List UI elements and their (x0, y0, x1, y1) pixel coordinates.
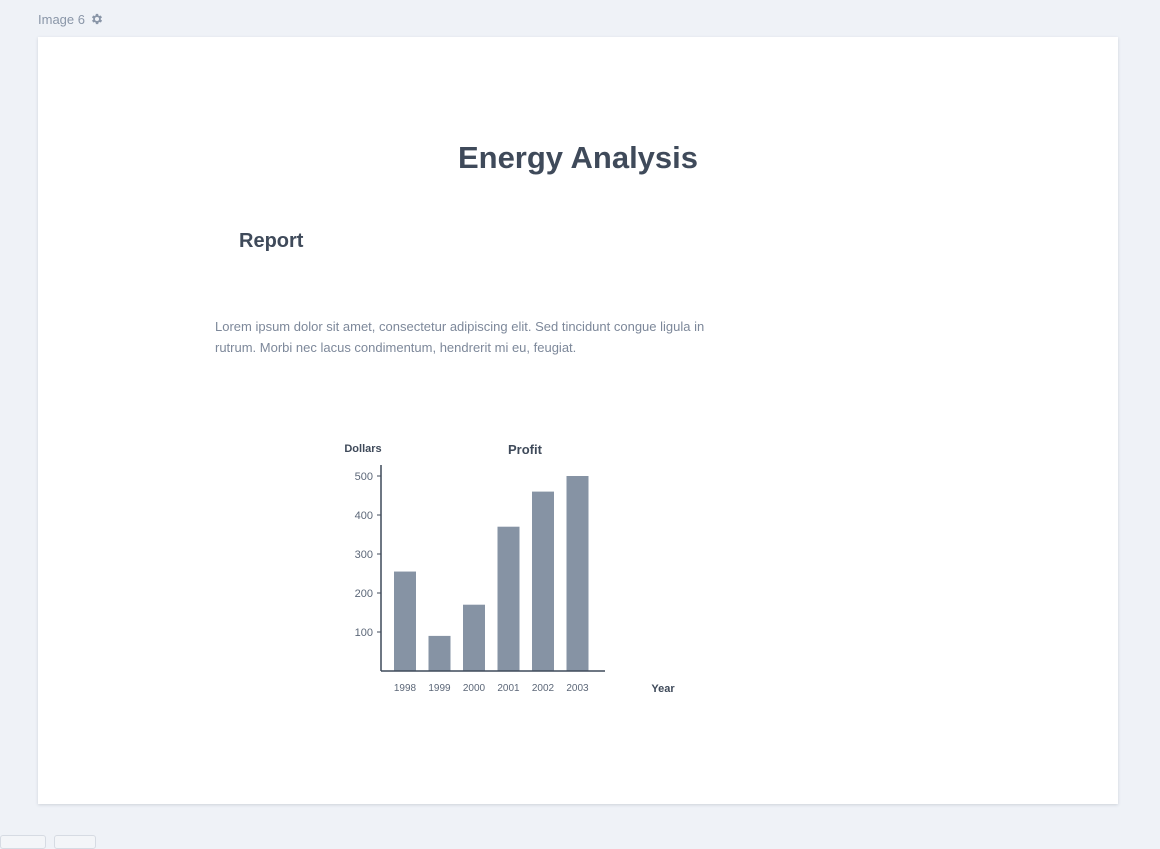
y-tick-label: 200 (355, 588, 373, 600)
bar-1999 (428, 635, 451, 671)
x-tick-label: 2003 (566, 683, 589, 694)
chart-title: Profit (508, 442, 543, 457)
y-tick-label: 100 (355, 627, 373, 639)
bar-2000 (463, 604, 485, 671)
y-tick-label: 300 (355, 549, 373, 561)
x-tick-label: 2000 (463, 683, 486, 694)
y-tick-label: 400 (355, 510, 373, 522)
bar-2003 (566, 476, 589, 671)
image-header: Image 6 (38, 10, 104, 28)
gear-icon[interactable] (90, 12, 104, 26)
bottom-tab-1[interactable] (0, 835, 46, 849)
report-heading: Report (239, 230, 304, 252)
bar-1998 (394, 571, 416, 671)
bar-2001 (497, 526, 520, 671)
bar-2002 (532, 491, 554, 671)
x-tick-label: 1998 (394, 683, 417, 694)
image-label: Image 6 (38, 11, 85, 27)
y-tick-label: 500 (355, 471, 373, 483)
report-panel: Energy Analysis Report Lorem ipsum dolor… (38, 37, 1118, 804)
bottom-tab-2[interactable] (54, 835, 96, 849)
profit-bar-chart: Profit Dollars Year 100 200 300 400 500 1998… (344, 442, 675, 695)
body-paragraph: Lorem ipsum dolor sit amet, consectetur … (215, 319, 705, 355)
page-title: Energy Analysis (457, 140, 699, 175)
y-axis-label: Dollars (344, 443, 381, 455)
x-tick-label: 2002 (532, 683, 555, 694)
x-tick-label: 2001 (497, 683, 520, 694)
x-tick-label: 1999 (428, 683, 451, 694)
x-axis-label: Year (651, 683, 675, 695)
